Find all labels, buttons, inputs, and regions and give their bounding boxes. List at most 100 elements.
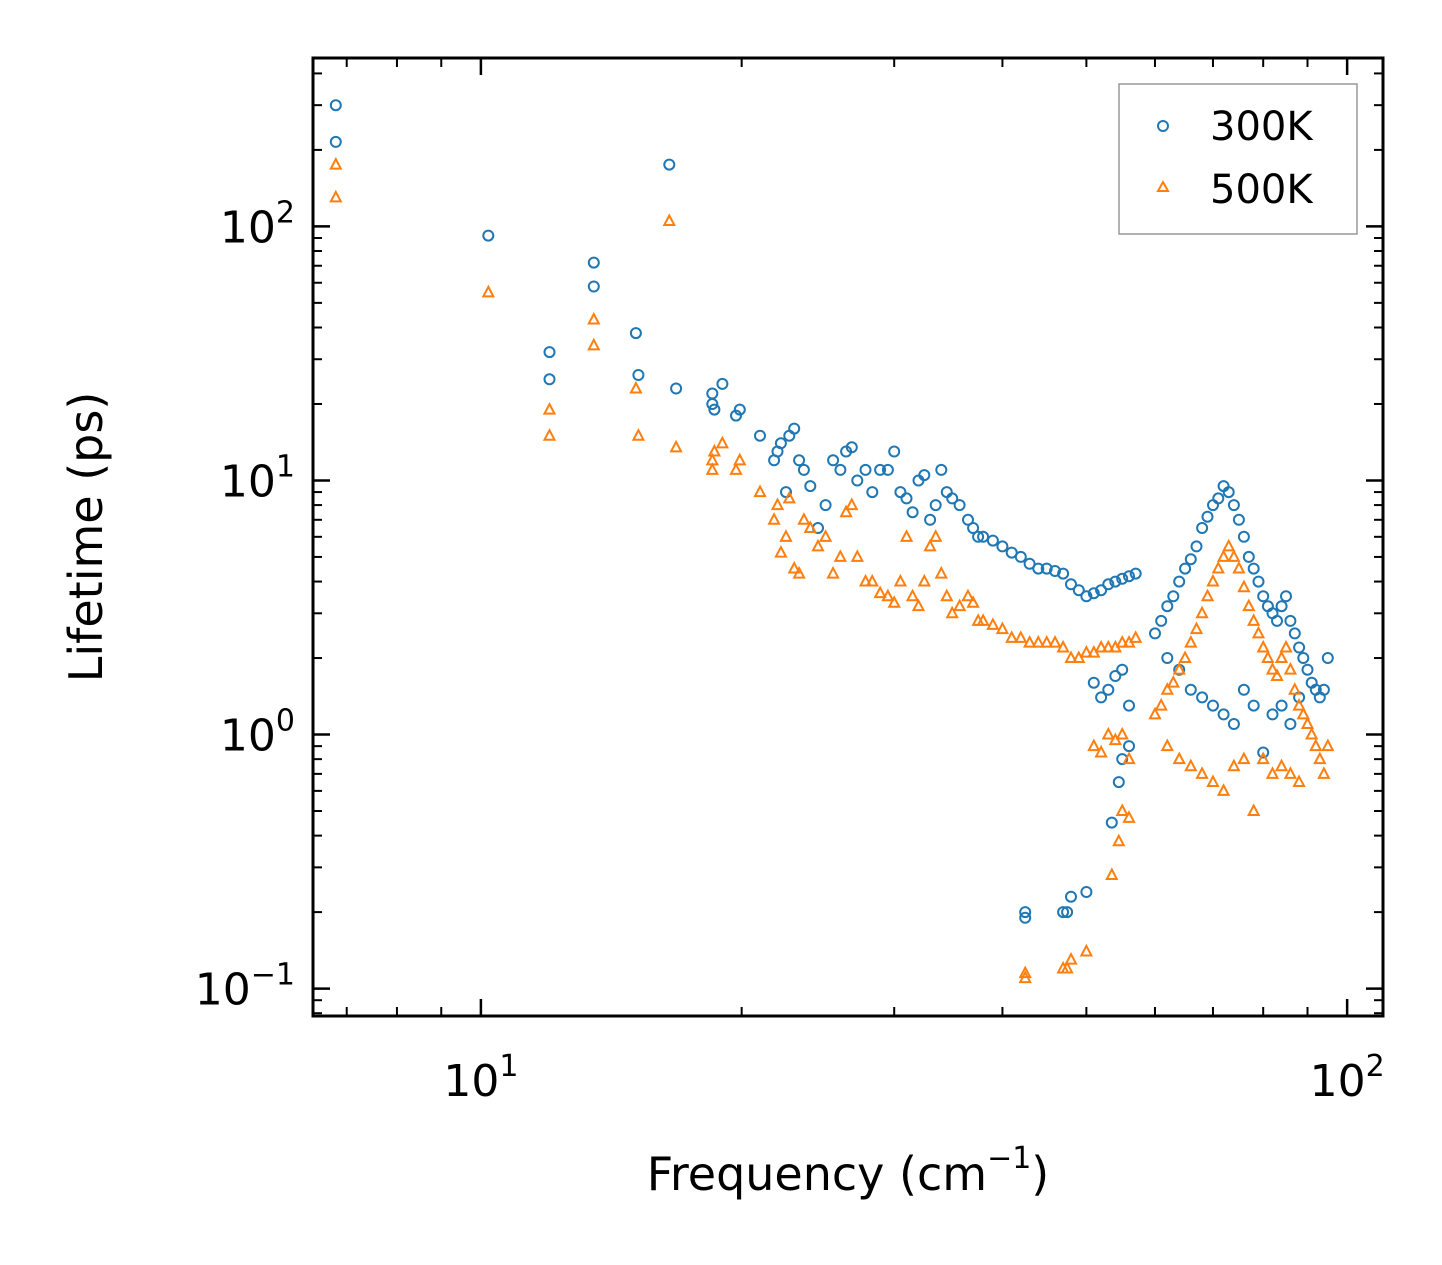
point-500k (1172, 751, 1186, 765)
tick-labels: 101 102 10−1 100 101 102 (195, 195, 1385, 1107)
point-500k (1237, 751, 1251, 765)
point-500k (850, 549, 864, 562)
x-tick-label: 102 (1310, 1049, 1385, 1107)
point-500k (1064, 650, 1078, 664)
point-300k (1242, 550, 1255, 563)
point-500k (1094, 744, 1108, 758)
point-300k (1061, 906, 1074, 919)
point-300k (986, 534, 999, 547)
point-500k (1115, 803, 1129, 816)
point-300k (1023, 557, 1036, 570)
point-300k (1014, 550, 1027, 563)
point-300k (1321, 652, 1334, 664)
point-300k (1275, 600, 1288, 613)
point-300k (1247, 699, 1260, 712)
point-300k (1257, 746, 1270, 759)
point-300k (1155, 614, 1168, 627)
point-300k (1019, 911, 1032, 924)
point-500k (1122, 751, 1136, 765)
point-500k (911, 598, 926, 612)
point-500k (966, 595, 980, 608)
point-300k (906, 506, 919, 519)
point-300k (900, 492, 913, 505)
point-500k (818, 529, 833, 542)
point-500k (1166, 675, 1180, 688)
point-500k (1265, 766, 1280, 779)
point-300k (1087, 587, 1100, 600)
point-300k (1161, 652, 1174, 664)
point-300k (1196, 691, 1209, 704)
point-500k (952, 598, 967, 612)
point-500k (1129, 630, 1143, 643)
point-300k (1065, 890, 1077, 903)
point-500k (792, 565, 806, 579)
point-300k (1301, 663, 1314, 676)
point-300k (967, 522, 980, 534)
point-500k (826, 565, 840, 579)
point-500k (1206, 573, 1220, 587)
point-300k (1212, 492, 1225, 505)
point-300k (1149, 627, 1161, 640)
point-500k (1270, 668, 1284, 681)
point-500k (976, 613, 990, 626)
point-500k (767, 512, 781, 525)
legend-label-500k: 500K (1210, 167, 1314, 213)
point-300k (1217, 708, 1230, 721)
point-500k (705, 452, 719, 466)
point-500k (787, 560, 801, 574)
legend-frame (1118, 83, 1358, 235)
point-300k (977, 530, 990, 543)
point-300k (1102, 683, 1115, 696)
point-500k (917, 573, 931, 587)
major-ticks (313, 58, 1383, 1016)
point-300k (918, 469, 931, 482)
point-300k (845, 441, 858, 454)
point-500k (669, 439, 683, 453)
y-tick-label: 10−1 (195, 958, 295, 1016)
point-300k (935, 463, 948, 476)
point-500k (905, 588, 920, 602)
point-500k (1060, 960, 1074, 974)
point-300k (1095, 691, 1108, 704)
point-300k (953, 499, 966, 512)
point-300k (1247, 562, 1260, 575)
point-300k (708, 403, 721, 416)
point-500k (707, 443, 722, 457)
point-500k (705, 462, 719, 475)
point-500k (929, 529, 943, 542)
point-300k (663, 158, 676, 171)
point-300k (1161, 600, 1174, 613)
point-500k (662, 213, 676, 227)
point-300k (1271, 614, 1283, 627)
point-300k (962, 513, 974, 526)
point-300k (1123, 699, 1135, 712)
point-300k (1288, 627, 1301, 640)
point-300k (1257, 590, 1270, 603)
point-300k (1095, 584, 1108, 597)
point-300k (1190, 540, 1203, 553)
point-300k (543, 346, 556, 359)
point-300k (827, 454, 840, 467)
y-axis-label: Lifetime (ps) (59, 392, 113, 683)
point-300k (874, 463, 887, 476)
point-300k (1109, 575, 1122, 588)
y-tick-label: 100 (220, 704, 295, 762)
point-500k (1022, 634, 1037, 648)
point-300k (1087, 676, 1100, 689)
point-500k (1313, 751, 1327, 765)
point-300k (754, 429, 766, 442)
point-300k (1173, 575, 1186, 588)
point-500k (1178, 650, 1192, 664)
point-300k (1207, 499, 1219, 512)
point-500k (1232, 560, 1246, 574)
point-500k (1237, 579, 1251, 593)
point-500k (542, 401, 557, 415)
point-300k (1297, 652, 1310, 664)
point-500k (587, 311, 601, 325)
point-500k (1195, 605, 1209, 619)
point-300k (1102, 578, 1115, 591)
point-500k (1321, 738, 1335, 752)
point-300k (1105, 816, 1118, 829)
point-500k (1216, 549, 1231, 562)
point-300k (1123, 740, 1135, 753)
